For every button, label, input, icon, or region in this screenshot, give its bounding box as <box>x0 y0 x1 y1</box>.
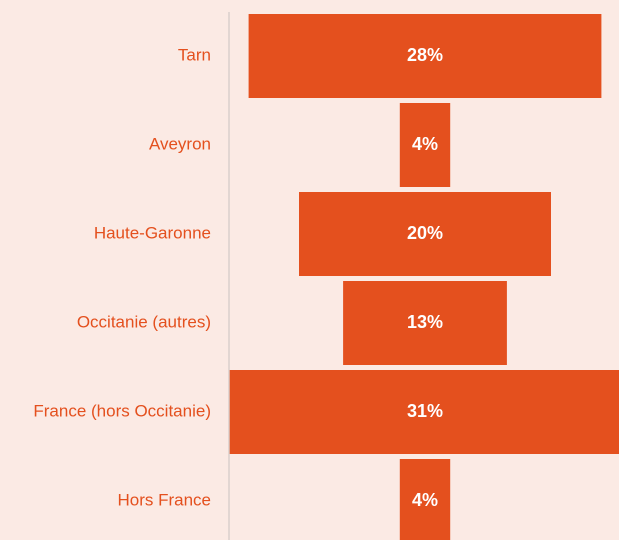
bar <box>248 14 602 98</box>
bar <box>399 459 451 540</box>
value-label: 31% <box>407 401 443 421</box>
value-label: 20% <box>407 223 443 243</box>
value-label: 4% <box>412 134 438 154</box>
value-label: 13% <box>407 312 443 332</box>
category-label: Tarn <box>178 45 211 64</box>
category-label: France (hors Occitanie) <box>33 401 211 420</box>
bar <box>343 281 507 365</box>
value-label: 4% <box>412 490 438 510</box>
value-label: 28% <box>407 45 443 65</box>
bar <box>299 192 551 276</box>
bar <box>229 370 619 454</box>
category-label: Haute-Garonne <box>94 223 211 242</box>
category-label: Hors France <box>117 490 211 509</box>
category-label: Aveyron <box>149 134 211 153</box>
category-label: Occitanie (autres) <box>77 312 211 331</box>
bar <box>399 103 451 187</box>
